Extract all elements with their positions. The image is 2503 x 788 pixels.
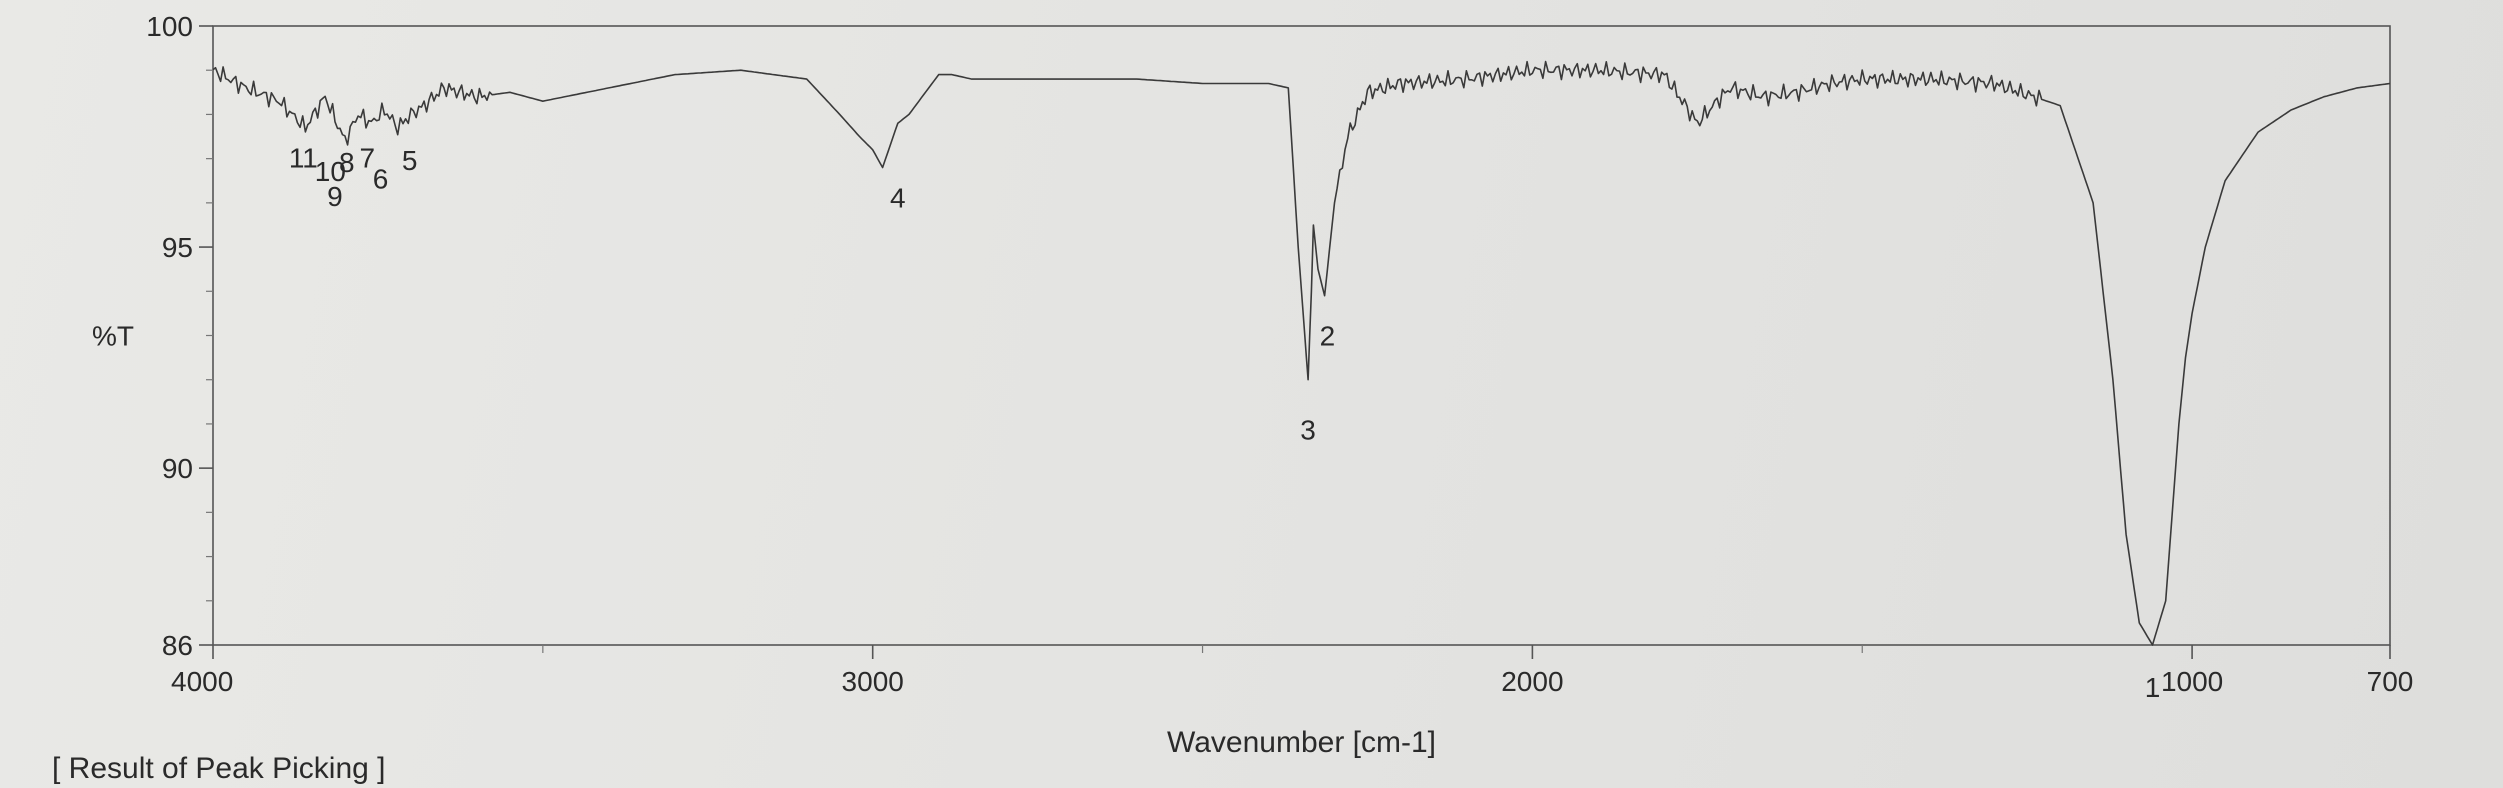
peak-label-11: 11	[289, 143, 318, 174]
spectrum-series-0	[212, 60, 2391, 646]
plot-frame	[212, 25, 2391, 646]
peak-label-8: 8	[339, 147, 355, 178]
y-tick-label: 90	[162, 453, 193, 484]
peak-label-10: 10	[315, 156, 346, 187]
peak-label-2: 2	[1320, 321, 1336, 352]
y-tick-label: 86	[162, 630, 193, 661]
peak-label-3: 3	[1300, 415, 1316, 446]
x-tick-label: 700	[2367, 666, 2414, 697]
peak-label-1: 1	[2145, 672, 2161, 703]
y-tick-label: 100	[146, 11, 193, 42]
x-tick-label: 3000	[842, 666, 904, 697]
x-tick-label: 1000	[2161, 666, 2223, 697]
y-axis-title: %T	[92, 321, 134, 352]
x-tick-label: 4000	[171, 666, 233, 697]
x-tick-label: 2000	[1501, 666, 1563, 697]
peak-picking-caption: [ Result of Peak Picking ]	[52, 752, 386, 785]
peak-label-5: 5	[402, 145, 418, 176]
peak-label-6: 6	[373, 164, 389, 195]
y-tick-label: 95	[162, 232, 193, 263]
peak-label-7: 7	[360, 143, 376, 174]
peak-label-4: 4	[890, 182, 906, 213]
peak-label-9: 9	[327, 181, 343, 212]
x-axis-title: Wavenumber [cm-1]	[1167, 726, 1436, 759]
